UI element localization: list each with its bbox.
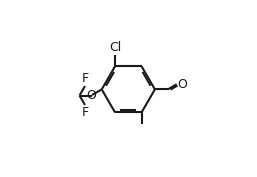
Text: F: F [82,106,89,119]
Text: O: O [178,78,187,91]
Text: F: F [82,72,89,85]
Text: O: O [86,89,96,102]
Text: Cl: Cl [109,41,121,54]
